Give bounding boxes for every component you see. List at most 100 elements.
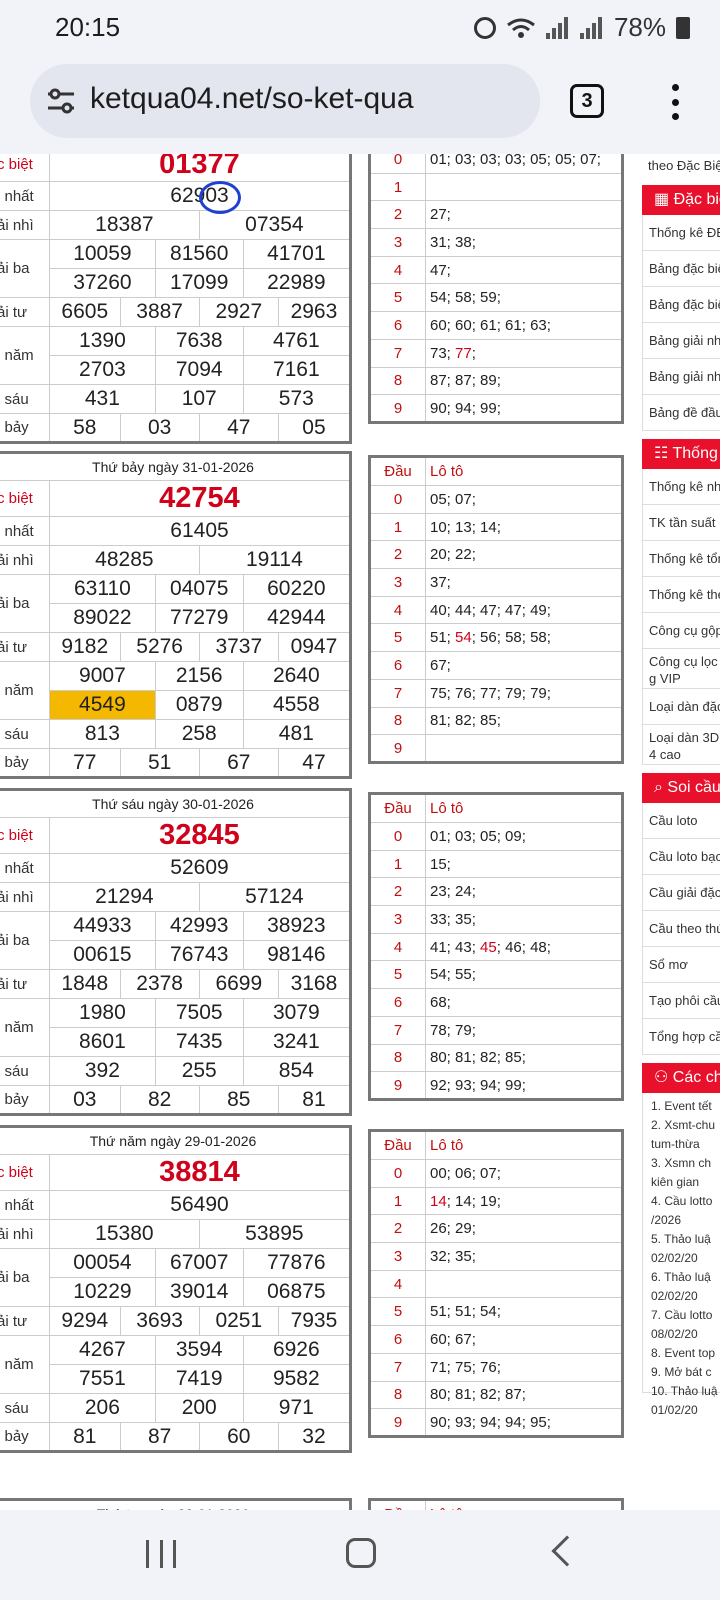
signal-icon [545, 16, 570, 39]
recents-icon[interactable] [146, 1540, 176, 1568]
back-icon[interactable] [551, 1535, 583, 1567]
sidebar-link[interactable]: Bảng đề đầu [642, 395, 720, 431]
topic-link[interactable]: 9. Mở bát c [651, 1365, 712, 1379]
topic-link[interactable]: 4. Cầu lotto [651, 1194, 713, 1208]
sidebar-link[interactable]: Thống kê nha [642, 469, 720, 505]
topic-link[interactable]: kiên gian [651, 1175, 700, 1189]
prize-number: 06875 [242, 1277, 352, 1307]
topic-link[interactable]: 02/02/20 [651, 1251, 698, 1265]
url-text[interactable]: ketqua04.net/so-ket-qua [90, 82, 414, 115]
topic-link[interactable]: 2. Xsmt-chu [651, 1118, 716, 1132]
prize-number: 6699 [198, 969, 279, 999]
prize-number: 03 [119, 413, 200, 443]
address-bar[interactable]: ketqua04.net/so-ket-qua [30, 64, 540, 138]
sidebar-section-title[interactable]: ⌕ Soi cầu [642, 773, 720, 803]
prize-number: 2640 [242, 661, 352, 691]
site-settings-icon[interactable] [46, 88, 76, 114]
loto-head-digit: 9 [369, 734, 426, 763]
prize-label: i bảy [0, 1422, 50, 1452]
topic-link[interactable]: 08/02/20 [651, 1327, 698, 1341]
tab-switcher-button[interactable]: 3 [570, 84, 604, 118]
prize-label: i năm [0, 661, 50, 720]
sidebar-link[interactable]: Tổng hợp cầu [642, 1019, 720, 1055]
topic-link[interactable]: /2026 [651, 1213, 682, 1227]
prize-label: c biệt [0, 817, 50, 854]
topic-link[interactable]: 6. Thảo luậ [651, 1270, 711, 1284]
sidebar-link[interactable]: Tạo phôi cầu [642, 983, 720, 1019]
loto-head-digit: 7 [369, 678, 426, 708]
loto-head-digit: 8 [369, 1043, 426, 1073]
topic-link[interactable]: tum-thừa [651, 1137, 700, 1151]
sidebar-link[interactable]: Loại dàn đặc [642, 689, 720, 725]
sidebar-link[interactable]: Công cụ lọc g VIP [642, 649, 720, 689]
loto-head-digit: 3 [369, 228, 426, 257]
sidebar-section-title[interactable]: ☷ Thống [642, 439, 720, 469]
sidebar-link[interactable]: Thống kê the [642, 577, 720, 613]
more-menu-icon[interactable] [672, 84, 680, 120]
prize-number: 0251 [198, 1306, 279, 1336]
prize-number: 7505 [154, 998, 244, 1028]
prize-number: 48285 [49, 545, 200, 575]
sidebar-link[interactable]: Cầu loto [642, 803, 720, 839]
status-icons: 78% [473, 12, 690, 43]
prize-label: i sáu [0, 719, 50, 749]
topic-link[interactable]: 7. Cầu lotto [651, 1308, 713, 1322]
sidebar-link[interactable]: Cầu theo thứ [642, 911, 720, 947]
sidebar-link[interactable]: TK tần suất b [642, 505, 720, 541]
prize-number: 4761 [242, 326, 352, 356]
prize-label: ải nhì [0, 882, 50, 912]
loto-head-digit: 2 [369, 200, 426, 230]
prize-number: 51 [119, 748, 200, 778]
loto-head-digit: 6 [369, 988, 426, 1017]
sidebar-link[interactable]: Bảng đặc biệ [642, 251, 720, 287]
topic-link[interactable]: 5. Thảo luậ [651, 1232, 711, 1246]
sidebar-section-title[interactable]: ⚇ Các ch [642, 1063, 720, 1093]
sidebar-link[interactable]: Cầu giải đặc [642, 875, 720, 911]
sidebar-link[interactable]: Thống kê ĐB [642, 215, 720, 251]
prize-number: 8601 [49, 1027, 156, 1057]
prize-number: 85 [198, 1085, 279, 1115]
sidebar-section-title[interactable]: ▦ Đặc biệ [642, 185, 720, 215]
loto-head-digit: 5 [369, 623, 426, 653]
loto-numbers: 80; 81; 82; 85; [425, 1043, 623, 1073]
prize-label: c biệt [0, 1154, 50, 1191]
loto-head-digit: 2 [369, 1214, 426, 1244]
loto-head-digit: 0 [369, 154, 426, 174]
sidebar-link[interactable]: Thống kê tổn [642, 541, 720, 577]
topic-link[interactable]: 1. Event tết [651, 1099, 712, 1113]
prize-label: ải ba [0, 239, 50, 298]
loto-special: 14 [430, 1192, 447, 1210]
sidebar-link[interactable]: Bảng giải nhấ [642, 323, 720, 359]
home-icon[interactable] [346, 1538, 376, 1568]
loto-head-digit: 6 [369, 311, 426, 340]
topic-link[interactable]: 8. Event top [651, 1346, 716, 1360]
prize-number: 7161 [242, 355, 352, 385]
prize-number: 82 [119, 1085, 200, 1115]
loto-head-digit: 9 [369, 1408, 426, 1437]
prize-number: 37260 [49, 268, 156, 298]
sidebar-link[interactable]: Bảng đặc biệ [642, 287, 720, 323]
sidebar-link[interactable]: Cầu loto bạch [642, 839, 720, 875]
loto-head-digit: 4 [369, 932, 426, 962]
topic-link[interactable]: 02/02/20 [651, 1289, 698, 1303]
sidebar-link[interactable]: Công cụ gộp [642, 613, 720, 649]
prize-number: 77876 [242, 1248, 352, 1278]
prize-number: 47 [198, 413, 279, 443]
sidebar-link[interactable]: Sổ mơ [642, 947, 720, 983]
sidebar-topic-list: 1. Event tết 2. Xsmt-chu tum-thừa 3. Xsmn … [642, 1093, 720, 1417]
prize-number: 0879 [154, 690, 244, 720]
topic-link[interactable]: 10. Thảo luậ [651, 1384, 718, 1398]
wifi-icon [507, 18, 535, 38]
prize-number: 258 [154, 719, 244, 749]
loto-head-dau: Đầu [369, 456, 426, 486]
loto-numbers: 71; 75; 76; [425, 1352, 623, 1382]
loto-head-digit: 0 [369, 1159, 426, 1188]
sidebar-link[interactable]: Loại dàn 3D 4 cao [642, 725, 720, 765]
topic-link[interactable]: 01/02/20 [651, 1403, 698, 1417]
prize-label: i nhất [0, 181, 50, 211]
prize-number: 7435 [154, 1027, 244, 1057]
topic-link[interactable]: 3. Xsmn ch [651, 1156, 712, 1170]
sidebar-link[interactable]: Bảng giải nhấ [642, 359, 720, 395]
prize-label: i bảy [0, 748, 50, 778]
